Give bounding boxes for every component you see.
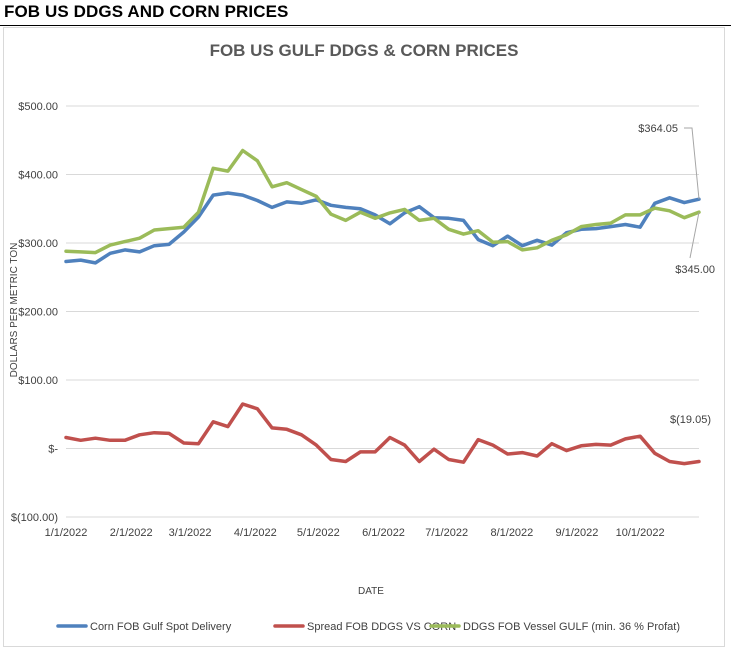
- x-tick-label: 7/1/2022: [425, 527, 468, 539]
- page-header-title: FOB US DDGS AND CORN PRICES: [4, 2, 289, 21]
- legend-label-spread: Spread FOB DDGS VS CORN: [307, 621, 456, 633]
- y-tick-label: $400.00: [18, 170, 58, 182]
- y-tick-label: $-: [48, 444, 58, 456]
- series-lines: [64, 148, 701, 466]
- x-tick-label: 1/1/2022: [45, 527, 88, 539]
- annotation-leader-corn: [684, 127, 700, 200]
- x-tick-label: 8/1/2022: [490, 527, 533, 539]
- annotation-ddgs-last: $345.00: [675, 264, 715, 276]
- x-axis-ticks: 1/1/2022 2/1/2022 3/1/2022 4/1/2022 5/1/2022…: [45, 527, 665, 539]
- x-tick-label: 9/1/2022: [556, 527, 599, 539]
- y-tick-label: $200.00: [18, 307, 58, 319]
- y-axis-title: DOLLARS PER METRIC TON: [9, 243, 20, 378]
- y-tick-label: $(100.00): [11, 512, 58, 524]
- header-divider: [0, 25, 731, 26]
- y-tick-label: $300.00: [18, 238, 58, 250]
- y-tick-label: $500.00: [18, 101, 58, 113]
- chart-title: FOB US GULF DDGS & CORN PRICES: [210, 41, 519, 60]
- annotation-corn-last: $364.05: [638, 123, 678, 135]
- legend-label-ddgs: DDGS FOB Vessel GULF (min. 36 % Profat): [463, 621, 680, 633]
- x-tick-label: 2/1/2022: [110, 527, 153, 539]
- series-line-spread: [64, 402, 701, 466]
- y-tick-label: $100.00: [18, 375, 58, 387]
- x-tick-label: 5/1/2022: [297, 527, 340, 539]
- annotation-spread-last: $(19.05): [670, 414, 711, 426]
- x-tick-label: 3/1/2022: [169, 527, 212, 539]
- x-tick-label: 6/1/2022: [362, 527, 405, 539]
- y-axis-ticks: $500.00 $400.00 $300.00 $200.00 $100.00 $- $(1…: [11, 101, 58, 524]
- x-axis-title: DATE: [358, 586, 384, 597]
- legend: Corn FOB Gulf Spot Delivery Spread FOB DD…: [56, 621, 680, 633]
- data-annotations: $364.05 $345.00 $(19.05): [638, 123, 715, 426]
- annotation-leader-ddgs: [689, 212, 700, 259]
- x-tick-label: 10/1/2022: [616, 527, 665, 539]
- x-tick-label: 4/1/2022: [234, 527, 277, 539]
- series-line-corn: [64, 191, 701, 265]
- gridlines: [66, 105, 699, 518]
- legend-label-corn: Corn FOB Gulf Spot Delivery: [90, 621, 232, 633]
- series-line-ddgs: [64, 148, 701, 255]
- chart-frame: [3, 27, 725, 647]
